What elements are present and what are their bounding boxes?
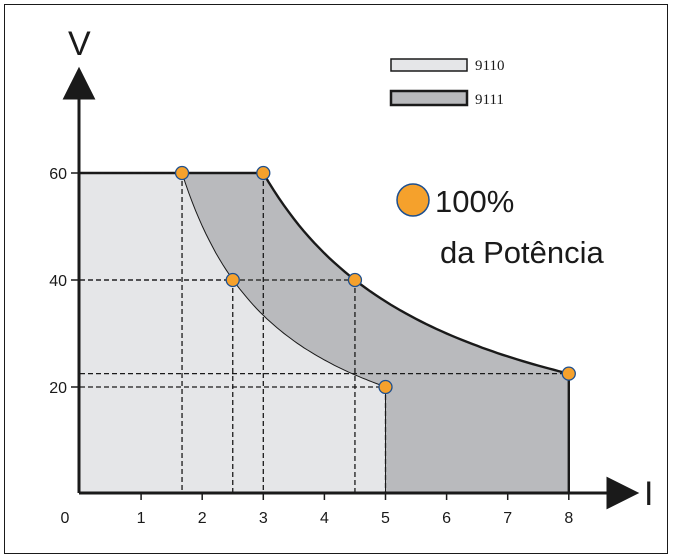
power-marker-icon	[396, 183, 430, 217]
x-tick-label: 8	[564, 510, 573, 527]
legend-swatch-9111	[389, 89, 469, 107]
line-9111	[80, 171, 570, 494]
x-axis-label: I	[644, 475, 653, 513]
power-point	[378, 379, 393, 395]
legend-label-9110: 9110	[475, 58, 504, 74]
x-tick-label: 4	[320, 510, 329, 527]
power-label-line2: da Potência	[440, 235, 604, 270]
legend-label-9111: 9111	[475, 92, 504, 108]
y-tick-label: 60	[49, 166, 67, 183]
legend: 9110 9111	[389, 58, 504, 108]
power-point	[174, 165, 190, 181]
x-tick-label: 1	[137, 510, 146, 527]
x-tick-label: 7	[503, 510, 512, 527]
y-tick-label: 40	[49, 273, 67, 290]
y-tick-label: 20	[49, 380, 67, 397]
area-9110	[80, 173, 386, 494]
power-point	[561, 366, 576, 381]
power-label-line1: 100%	[435, 184, 514, 219]
power-point	[256, 165, 271, 181]
power-point	[225, 272, 240, 288]
y-axis-label: V	[68, 25, 91, 63]
x-tick-label: 5	[381, 510, 390, 527]
power-point	[347, 272, 363, 288]
power-annotation: 100% da Potência	[396, 183, 604, 270]
x-tick-label: 6	[442, 510, 451, 527]
x-tick-label: 0	[61, 510, 70, 527]
line-9110	[181, 172, 386, 494]
x-tick-label: 3	[259, 510, 268, 527]
legend-swatch-9110	[390, 58, 468, 72]
x-tick-label: 2	[198, 510, 207, 527]
